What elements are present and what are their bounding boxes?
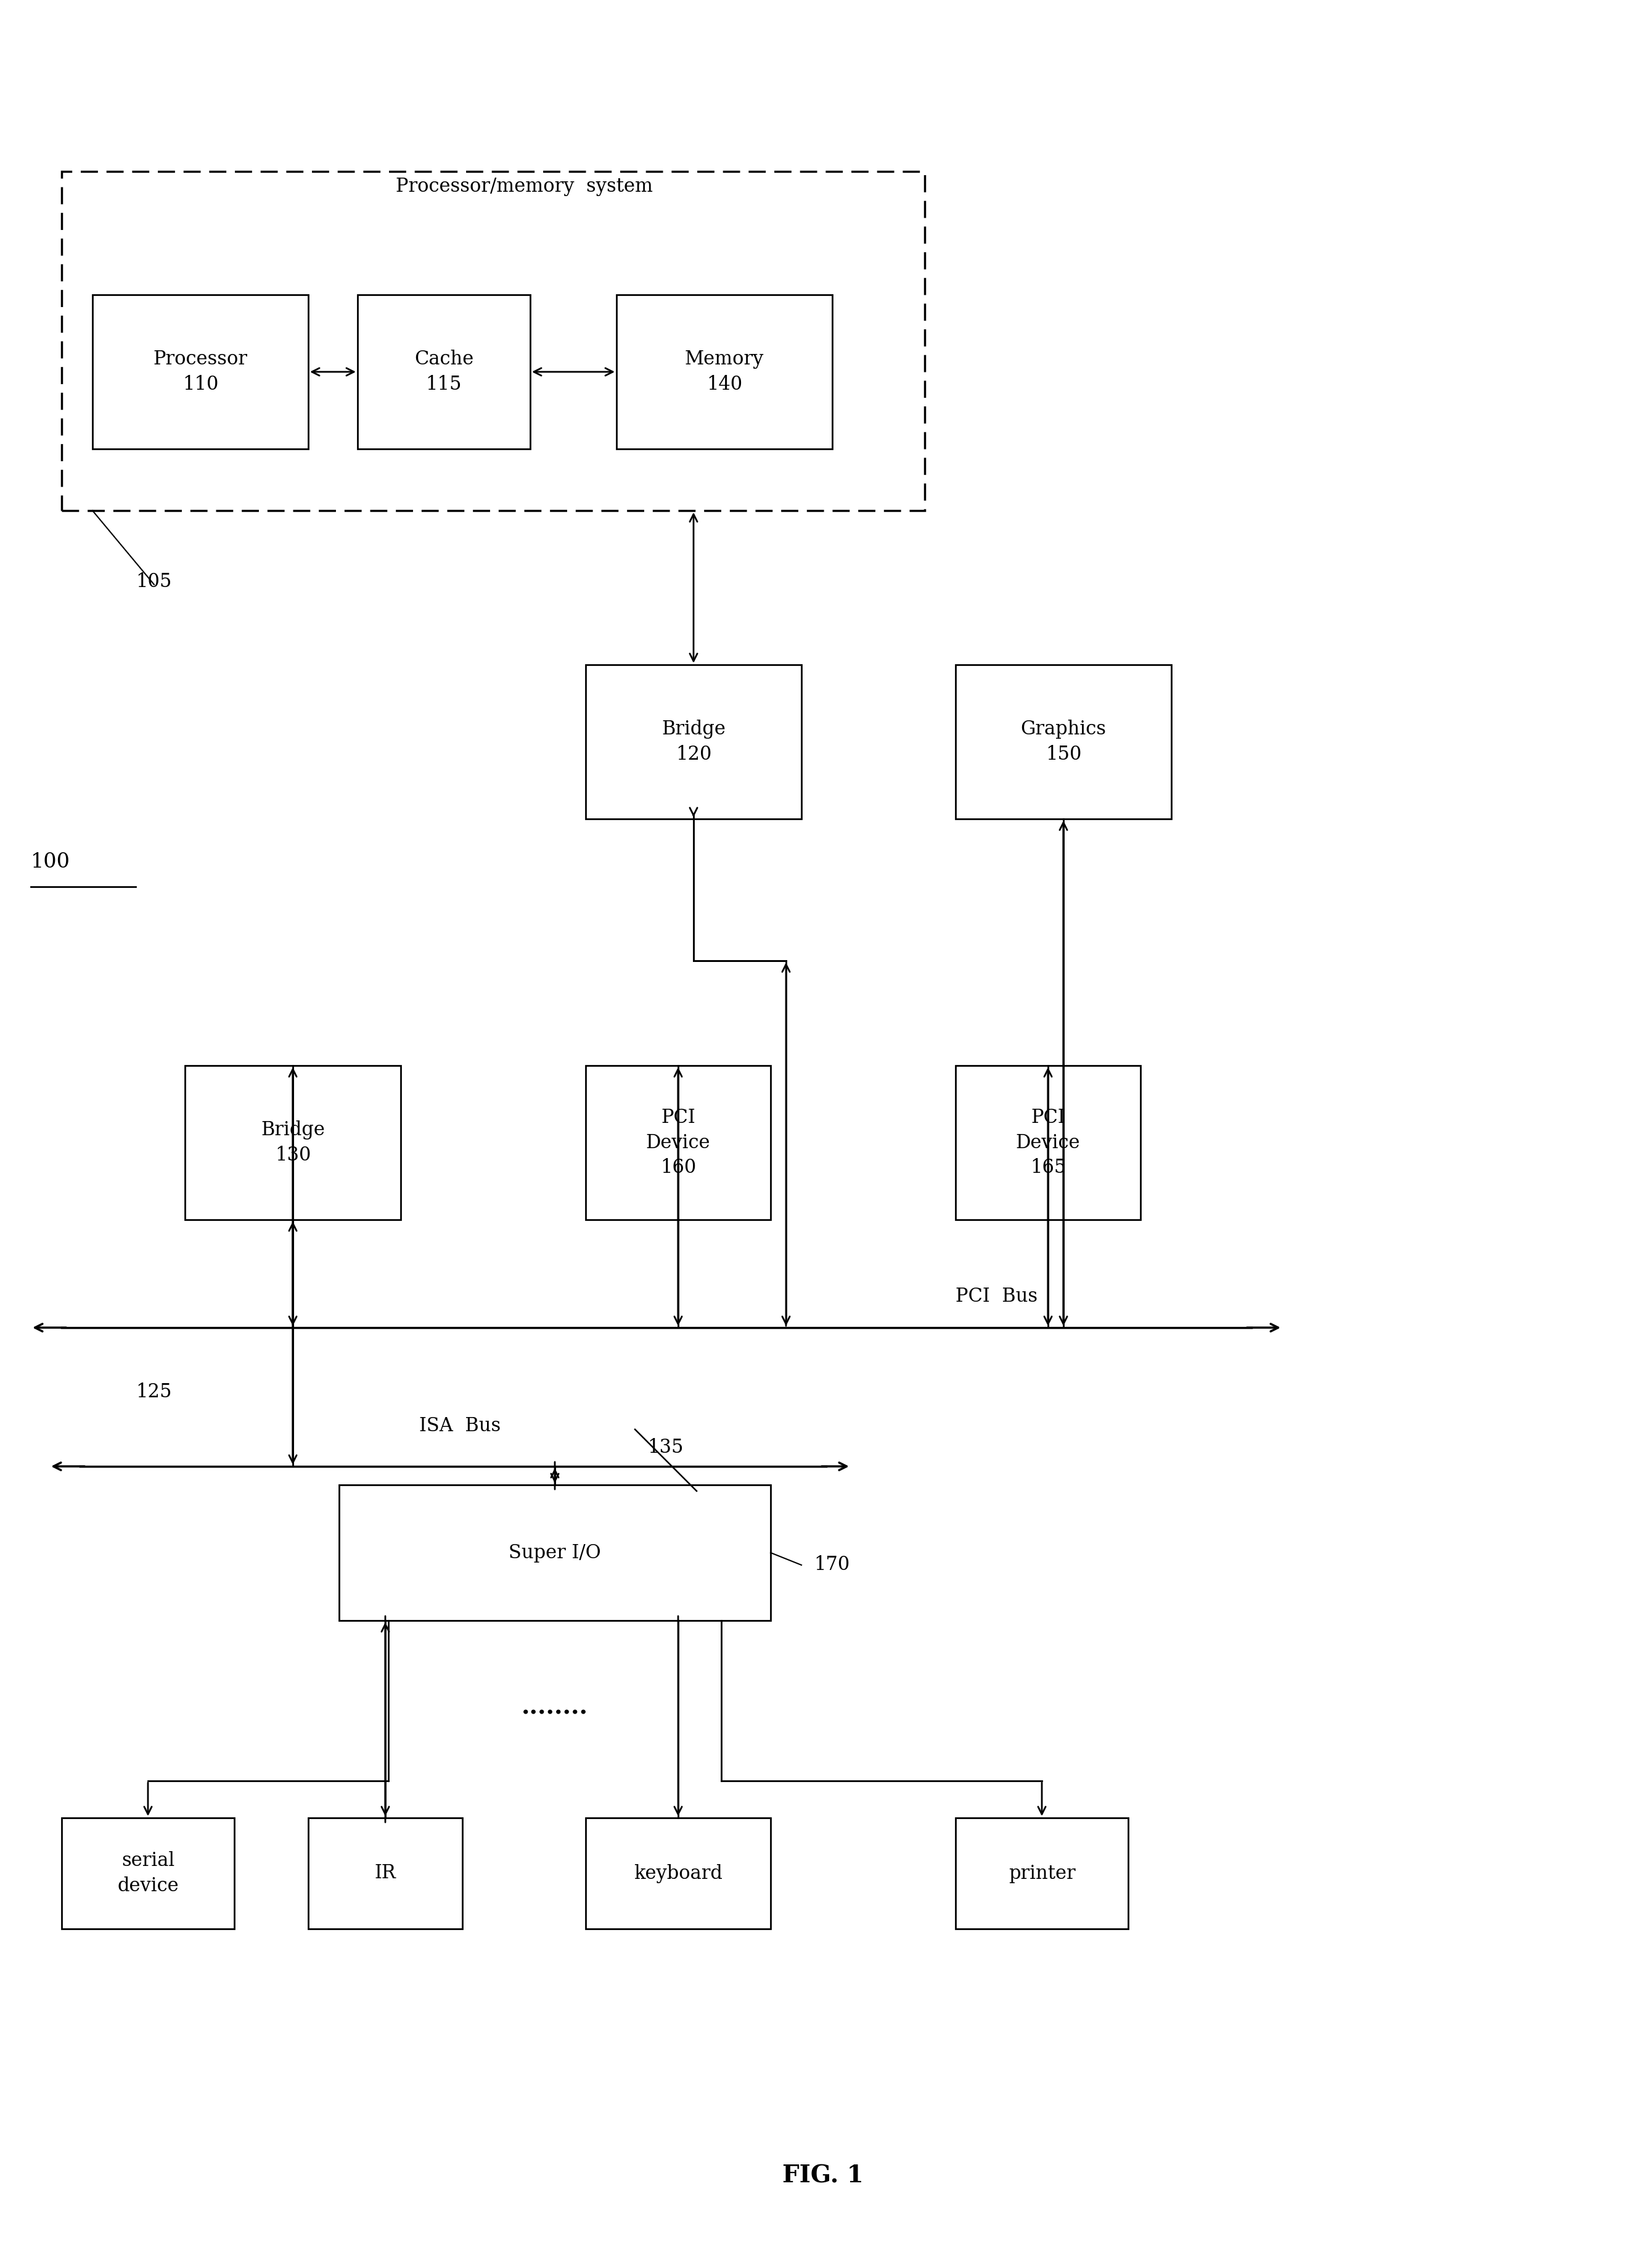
FancyBboxPatch shape [184, 1066, 400, 1220]
FancyBboxPatch shape [586, 1066, 770, 1220]
Text: 125: 125 [135, 1383, 171, 1402]
Text: Graphics
150: Graphics 150 [1021, 719, 1106, 764]
Text: PCI  Bus: PCI Bus [956, 1286, 1037, 1306]
FancyBboxPatch shape [617, 295, 833, 449]
Text: PCI
Device
160: PCI Device 160 [645, 1109, 711, 1177]
FancyBboxPatch shape [956, 1066, 1141, 1220]
Text: 170: 170 [813, 1556, 849, 1574]
Text: Bridge
130: Bridge 130 [260, 1120, 324, 1166]
Text: 105: 105 [135, 572, 171, 592]
FancyBboxPatch shape [308, 1819, 463, 1928]
Text: Processor/memory  system: Processor/memory system [395, 177, 652, 195]
FancyBboxPatch shape [61, 1819, 234, 1928]
FancyBboxPatch shape [956, 1819, 1128, 1928]
Text: printer: printer [1009, 1864, 1075, 1882]
FancyBboxPatch shape [586, 665, 802, 819]
Text: Super I/O: Super I/O [509, 1542, 601, 1563]
Text: serial
device: serial device [117, 1851, 179, 1896]
Text: ........: ........ [522, 1694, 588, 1719]
Text: keyboard: keyboard [634, 1864, 723, 1882]
FancyBboxPatch shape [956, 665, 1172, 819]
FancyBboxPatch shape [586, 1819, 770, 1928]
Text: ISA  Bus: ISA Bus [420, 1418, 500, 1436]
Text: PCI
Device
165: PCI Device 165 [1016, 1109, 1080, 1177]
FancyBboxPatch shape [357, 295, 530, 449]
Text: Bridge
120: Bridge 120 [662, 719, 726, 764]
Text: FIG. 1: FIG. 1 [782, 2164, 864, 2186]
Text: Memory
140: Memory 140 [685, 349, 764, 395]
Text: IR: IR [375, 1864, 397, 1882]
Text: Cache
115: Cache 115 [415, 349, 474, 395]
Text: 100: 100 [31, 853, 71, 871]
Text: Processor
110: Processor 110 [153, 349, 247, 395]
FancyBboxPatch shape [339, 1486, 770, 1622]
Text: 135: 135 [647, 1438, 683, 1458]
FancyBboxPatch shape [92, 295, 308, 449]
